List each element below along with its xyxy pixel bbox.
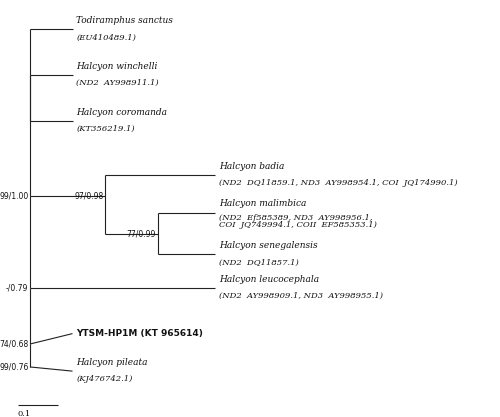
Text: -/0.79: -/0.79 [6,283,28,292]
Text: Halcyon winchelli: Halcyon winchelli [76,62,158,71]
Text: Halcyon senegalensis: Halcyon senegalensis [219,241,318,250]
Text: 0.1: 0.1 [18,410,31,417]
Text: Halcyon malimbica: Halcyon malimbica [219,198,306,208]
Text: 99/0.76: 99/0.76 [0,362,28,372]
Text: (ND2  AY998911.1): (ND2 AY998911.1) [76,79,159,87]
Text: 74/0.68: 74/0.68 [0,339,28,349]
Text: Todiramphus sanctus: Todiramphus sanctus [76,16,174,25]
Text: YTSM-HP1M (KT 965614): YTSM-HP1M (KT 965614) [76,329,204,338]
Text: (KJ476742.1): (KJ476742.1) [76,375,133,383]
Text: 77/0.99: 77/0.99 [126,229,156,238]
Text: COI  JQ749994.1, COII  EF585353.1): COI JQ749994.1, COII EF585353.1) [219,221,377,229]
Text: (EU410489.1): (EU410489.1) [76,33,136,41]
Text: (ND2  DQ11857.1): (ND2 DQ11857.1) [219,259,299,266]
Text: Halcyon pileata: Halcyon pileata [76,358,148,367]
Text: 99/1.00: 99/1.00 [0,191,28,201]
Text: 97/0.98: 97/0.98 [74,191,104,201]
Text: Halcyon leucocephala: Halcyon leucocephala [219,274,319,284]
Text: Halcyon coromanda: Halcyon coromanda [76,108,168,117]
Text: Halcyon badia: Halcyon badia [219,162,284,171]
Text: (ND2  Ef585389, ND3  AY998956.1,: (ND2 Ef585389, ND3 AY998956.1, [219,214,372,221]
Text: (ND2  AY998909.1, ND3  AY998955.1): (ND2 AY998909.1, ND3 AY998955.1) [219,292,383,300]
Text: (KT356219.1): (KT356219.1) [76,125,135,133]
Text: (ND2  DQ11859.1, ND3  AY998954.1, COI  JQ174990.1): (ND2 DQ11859.1, ND3 AY998954.1, COI JQ17… [219,179,458,187]
